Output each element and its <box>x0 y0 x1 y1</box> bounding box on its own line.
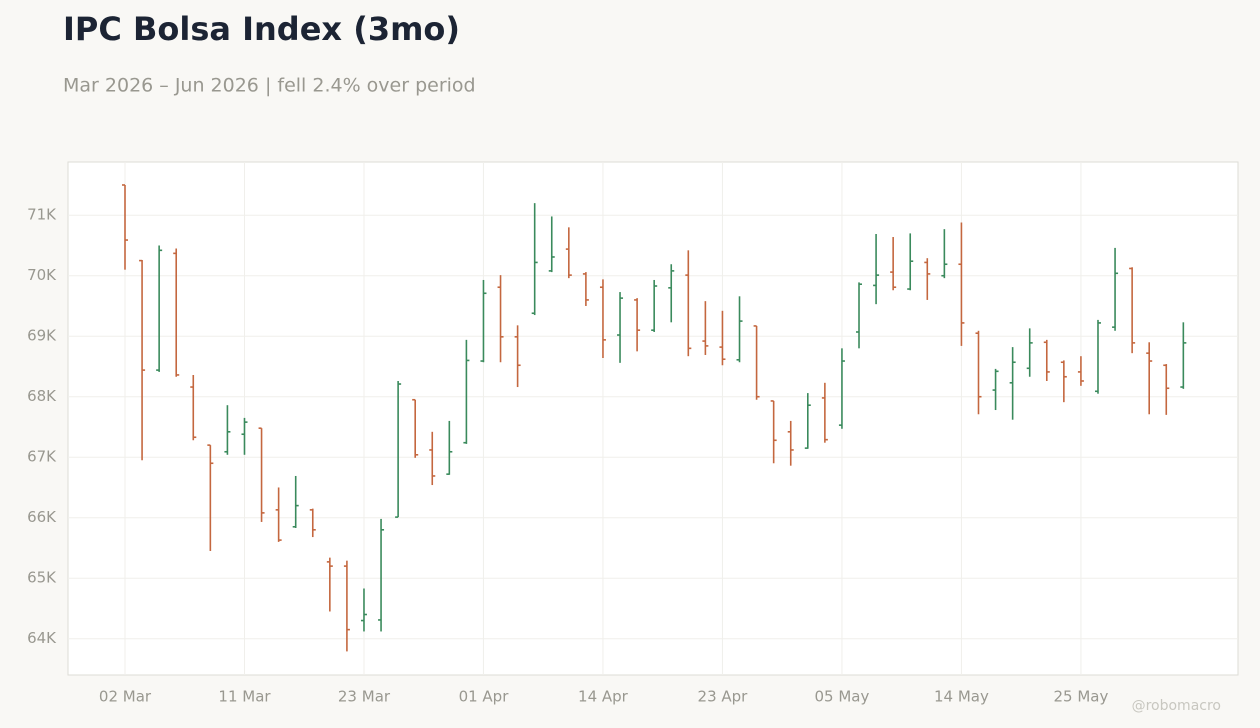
x-tick-label: 05 May <box>815 688 870 706</box>
chart-subtitle: Mar 2026 – Jun 2026 | fell 2.4% over per… <box>63 75 476 97</box>
x-tick-label: 11 Mar <box>218 688 271 706</box>
plot-area <box>67 161 1239 676</box>
x-tick-label: 14 Apr <box>578 688 629 706</box>
y-tick-label: 64K <box>27 629 57 647</box>
y-tick-label: 71K <box>27 206 57 224</box>
x-tick-label: 23 Apr <box>698 688 749 706</box>
x-tick-label: 25 May <box>1053 688 1108 706</box>
y-tick-label: 69K <box>27 327 57 345</box>
y-tick-label: 65K <box>27 569 57 587</box>
y-tick-label: 67K <box>27 448 57 466</box>
y-tick-label: 70K <box>27 266 57 284</box>
x-tick-label: 14 May <box>934 688 989 706</box>
y-tick-label: 68K <box>27 387 57 405</box>
x-tick-label: 01 Apr <box>459 688 510 706</box>
chart-title: IPC Bolsa Index (3mo) <box>63 10 460 48</box>
y-tick-label: 66K <box>27 508 57 526</box>
x-tick-label: 23 Mar <box>338 688 391 706</box>
watermark: @robomacro <box>1132 698 1221 714</box>
x-tick-label: 02 Mar <box>99 688 152 706</box>
